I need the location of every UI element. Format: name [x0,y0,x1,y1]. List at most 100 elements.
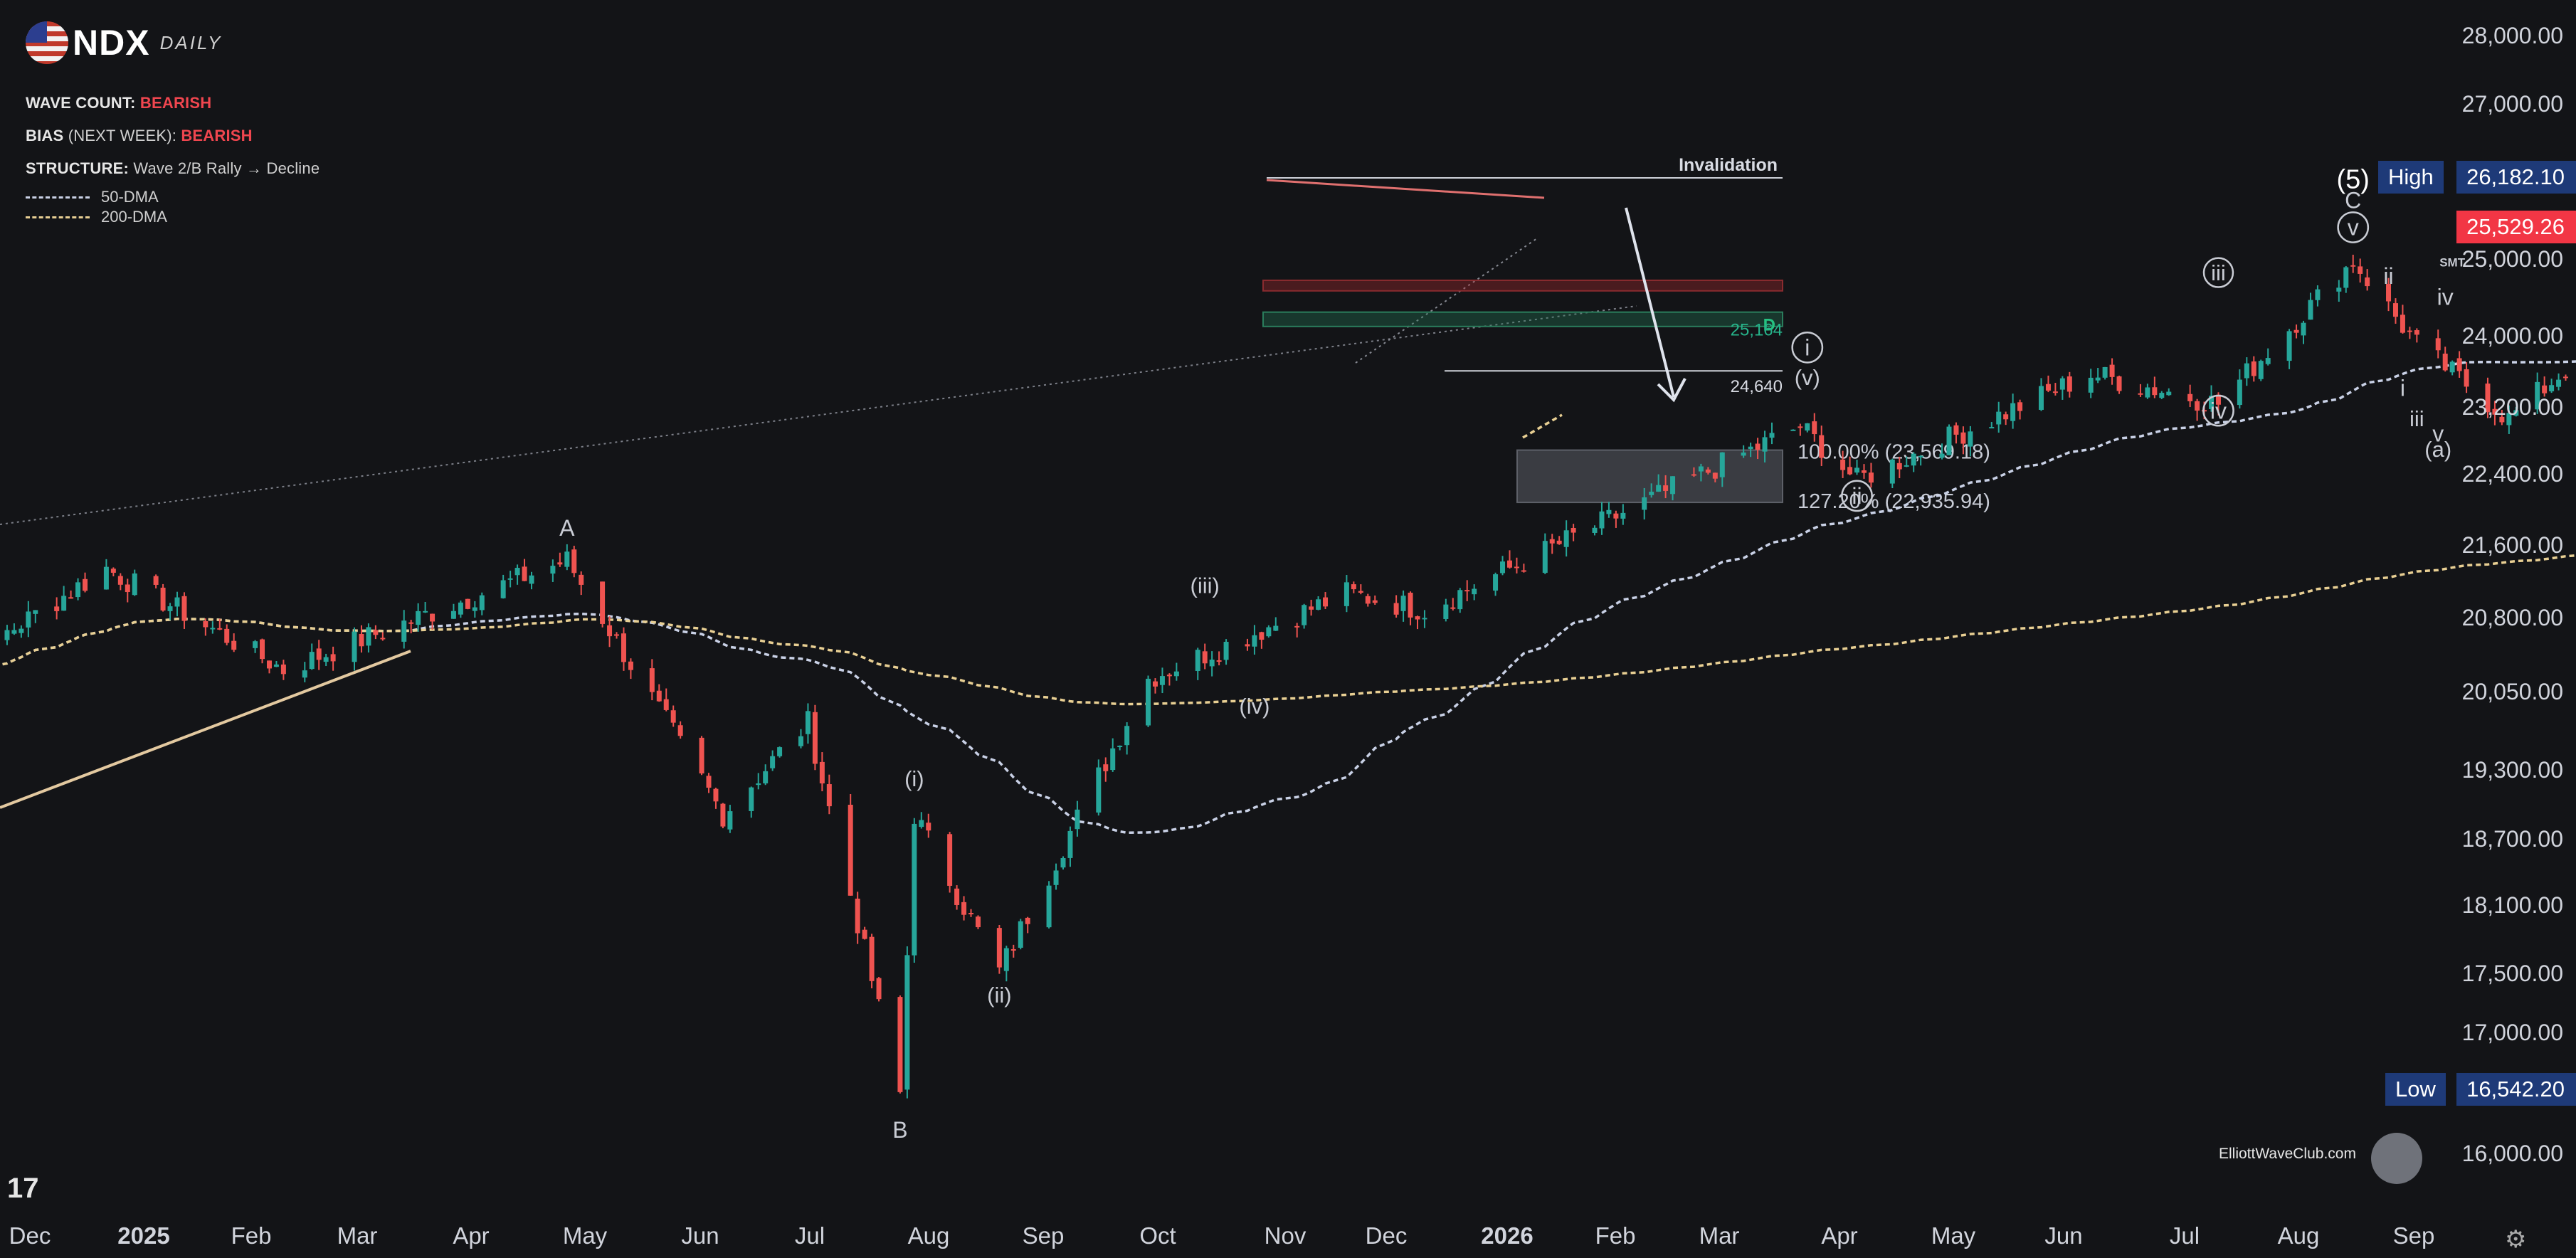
candle [1173,662,1179,681]
candle [1273,617,1279,631]
time-tick-label: Jul [2169,1222,2200,1249]
wave-label: (iv) [1239,694,1269,719]
time-tick-label: Oct [1139,1222,1176,1249]
candle [1521,564,1526,573]
candle [876,977,882,1002]
time-tick-label: May [1931,1222,1976,1249]
time-tick-label: Jun [681,1222,719,1249]
svg-text:(a): (a) [2424,437,2451,462]
current-price-tag: 25,529.26 [2456,211,2576,243]
candle [1705,467,1711,475]
candle [2556,373,2562,391]
candle [309,643,315,670]
elliottwaveclub-logo-icon [2371,1133,2422,1184]
supply-zone [1262,279,1783,292]
candle [458,601,463,618]
wave-label: B [892,1117,907,1143]
wave-label: i [2400,376,2405,401]
candle [181,592,187,629]
legend-50dma: 50-DMA [26,188,159,206]
tradingview-logo[interactable]: 17 [7,1173,39,1204]
candle [1889,458,1895,488]
timeframe-label: DAILY [159,31,223,53]
candle [1266,625,1272,638]
candle [720,803,726,829]
wave-label: ii [1841,480,1873,512]
candle [2414,328,2419,343]
candle [564,544,570,571]
candle [1294,623,1300,638]
wave-label: SMT [2439,255,2466,269]
candle [1408,591,1413,625]
candle [819,752,825,792]
candle [1046,881,1052,929]
svg-text:ii: ii [2383,263,2393,289]
candle [1372,595,1378,605]
candle [11,623,17,635]
legend-200dma: 200-DMA [26,208,167,226]
candle [2343,265,2349,293]
price-tick-label: 16,000.00 [2461,1141,2563,1166]
candle [2251,356,2256,382]
svg-text:(i): (i) [904,766,924,791]
candle [507,571,513,588]
settings-icon[interactable]: ⚙ [2505,1226,2527,1253]
wave-label: (5) [2336,164,2369,194]
price-tick-label: 20,800.00 [2461,605,2563,630]
candle [302,662,307,682]
candle [2386,278,2392,312]
candle [1741,445,1746,458]
svg-text:B: B [892,1117,907,1143]
svg-text:iv: iv [2437,285,2454,310]
time-tick-label: Feb [1595,1222,1636,1249]
candle [2392,298,2398,324]
candle [2095,367,2101,384]
candle [600,581,606,628]
candle [529,571,534,590]
candle [1656,474,1662,492]
wave-label: v [2337,211,2370,243]
candle [550,559,556,582]
time-tick-label: Apr [453,1222,490,1249]
candles [4,254,2569,1099]
candle [1365,593,1371,607]
candle [366,623,371,653]
candle [1514,557,1519,574]
candle [1613,510,1619,528]
candle [1259,631,1265,649]
candle [1861,464,1867,479]
svg-text:(ii): (ii) [987,983,1011,1008]
candle [373,625,379,640]
candle [2336,280,2342,302]
candle [1762,430,1768,462]
candle [1812,413,1817,442]
ma-50-line [0,360,2576,835]
svg-text:i: i [2400,376,2405,401]
candle [167,603,173,620]
candle [1649,483,1654,498]
candle [2442,347,2448,372]
svg-text:C: C [2345,188,2361,213]
time-tick-label: Sep [1022,1222,1065,1249]
ticker-symbol: NDX [73,23,150,63]
candle [1443,598,1449,622]
candle [2052,383,2058,396]
candle [579,571,584,596]
candle [848,794,853,896]
legend-label: 50-DMA [101,188,159,206]
candle [1556,536,1562,545]
candle [132,569,137,596]
candle [1351,581,1356,593]
candle [1124,722,1130,755]
candle [2358,258,2363,283]
candle [273,661,279,667]
candle [1103,757,1109,782]
structure-line: STRUCTURE: Wave 2/B Rally → Decline [26,159,320,178]
candle [103,559,109,590]
candle [1563,520,1569,557]
candle [727,805,733,833]
wave-b-line [1355,238,1538,364]
candle [1712,472,1718,482]
candle [2195,398,2200,421]
